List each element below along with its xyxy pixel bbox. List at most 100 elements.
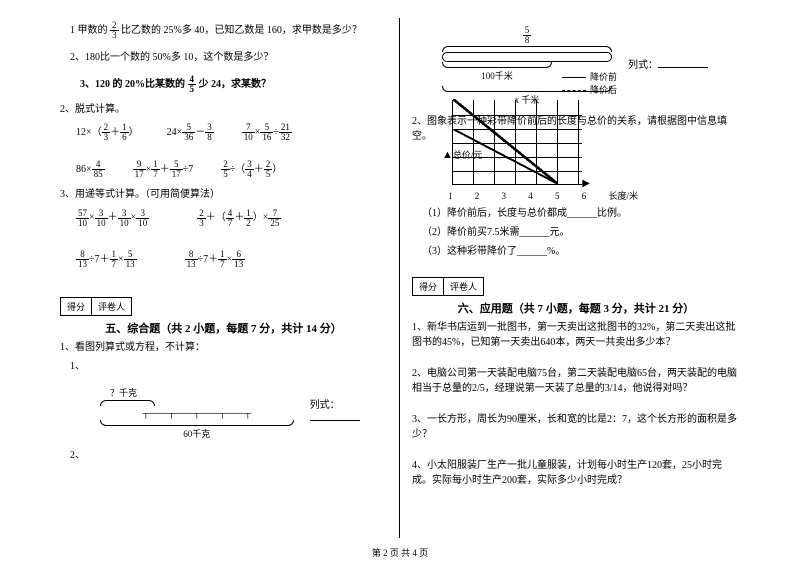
- fraction: 47: [226, 209, 235, 228]
- fraction: 34: [245, 160, 254, 179]
- t: 12×（: [76, 127, 102, 138]
- fraction: 2132: [279, 123, 292, 142]
- t: 86×: [76, 164, 92, 175]
- diagram-aside: 列式：: [310, 396, 387, 424]
- x-axis-ticks: 1 2 3 4 5 6 长度/米: [448, 189, 740, 202]
- t: ＋（: [206, 212, 226, 223]
- fraction: 45: [188, 75, 197, 94]
- app-q2: 2、电脑公司第一天装配电脑75台，第二天装配电脑65台，两天装配的电脑相当于总量…: [412, 366, 740, 396]
- fraction: 23: [102, 123, 111, 142]
- t: ）: [272, 164, 282, 175]
- t: ÷（: [230, 164, 246, 175]
- right-column: 58 100千米 x 千米 列式： 2、图象表示一种彩带降价前后的长度与总价的关…: [400, 18, 752, 538]
- expr: 5710×310＋310×310: [76, 208, 149, 227]
- section-3-title: 3、用递等式计算。（可用简便算法）: [60, 187, 387, 202]
- fraction: 17: [110, 250, 119, 269]
- fraction: 536: [182, 123, 195, 142]
- expr-row-1: 12×（23＋16） 24×536－38 710×516÷2132: [76, 123, 387, 142]
- fraction: 516: [260, 123, 273, 142]
- fraction: 38: [205, 123, 214, 142]
- line-chart: ▶: [452, 100, 582, 185]
- comp-1-2: 2、: [60, 448, 387, 463]
- t: ）: [129, 127, 139, 138]
- legend-dash-icon: [562, 90, 586, 91]
- fraction: 310: [118, 209, 131, 228]
- q2-sub3: （3）这种彩带降价了______%。: [412, 244, 740, 259]
- fraction: 310: [95, 209, 108, 228]
- diagram-bottom-label: 60千克: [100, 427, 294, 440]
- expr-row-2: 86×485 917×17＋517÷7 25÷（34＋25）: [76, 160, 387, 179]
- chart-legend: 降价前 降价后: [562, 71, 740, 96]
- fraction: 16: [120, 123, 129, 142]
- expr: 12×（23＋16）: [76, 123, 139, 142]
- t: ＋: [110, 127, 120, 138]
- page: 1 甲数的 23 比乙数的 25%多 40，已知乙数是 160，求甲数是多少？ …: [48, 18, 752, 538]
- score-box: 得分评卷人: [60, 297, 132, 316]
- t: ÷7＋: [89, 254, 110, 265]
- expr: 23＋（47＋12）×725: [197, 208, 281, 227]
- t: ）×: [253, 212, 269, 223]
- t: 列式：: [310, 400, 340, 411]
- fraction: 25: [221, 160, 230, 179]
- q2-sub1: （1）降价前后，长度与总价都成______比例。: [412, 206, 740, 221]
- expr-row-3b: 813÷7＋17×513 813÷7＋17×613: [76, 250, 387, 269]
- comp-1-title: 1、看图列算式或方程，不计算：: [60, 340, 387, 355]
- fraction: 17: [151, 160, 160, 179]
- t: ÷7＋: [198, 254, 219, 265]
- t: ÷7: [183, 164, 194, 175]
- score-box: 得分评卷人: [412, 277, 484, 296]
- fraction: 485: [92, 160, 105, 179]
- t: 24×: [167, 127, 183, 138]
- q2-sub2: （2）降价前买7.5米需______元。: [412, 225, 740, 240]
- score-label: 得分: [413, 278, 444, 295]
- app-q3: 3、一长方形，周长为90厘米，长和宽的比是2：7，这个长方形的面积是多少？: [412, 412, 740, 442]
- expr: 813÷7＋17×513: [76, 250, 137, 269]
- t: ＋: [254, 164, 264, 175]
- fraction: 517: [170, 160, 183, 179]
- expr: 86×485: [76, 160, 105, 179]
- fraction: 17: [218, 250, 227, 269]
- fraction: 813: [185, 250, 198, 269]
- diagram-top-label: ？千克: [110, 386, 294, 399]
- fraction: 310: [136, 209, 149, 228]
- t: ＋: [160, 164, 170, 175]
- expr: 25÷（34＋25）: [221, 160, 282, 179]
- legend-line-icon: [562, 77, 586, 78]
- section-5-title: 五、综合题（共 2 小题，每题 7 分，共计 14 分）: [60, 320, 387, 336]
- t: 列式：: [628, 60, 658, 71]
- t: ＋: [234, 212, 244, 223]
- legend-label: 降价前: [590, 72, 617, 82]
- grader-label: 评卷人: [92, 298, 131, 315]
- diagram-top-frac: 58: [442, 26, 612, 45]
- fraction: 5710: [76, 209, 89, 228]
- app-q1: 1、新华书店运到一批图书，第一天卖出这批图书的32%，第二天卖出这批图书的45%…: [412, 320, 740, 350]
- page-footer: 第 2 页 共 4 页: [0, 546, 800, 559]
- fraction: 725: [268, 209, 281, 228]
- question-2: 2、180比一个数的 50%多 10，这个数是多少？: [60, 50, 387, 65]
- fraction: 23: [110, 21, 119, 40]
- diagram-1-wrap: ？千克 ┬───┬───┬───┬───┬ 60千克 列式：: [60, 378, 387, 442]
- chart-block: ▲总价/元 降价前 降价后 ▶ 1 2 3 4 5 6 长度/米: [412, 148, 740, 202]
- t: －: [195, 127, 205, 138]
- text: 少 24，求某数？: [199, 79, 272, 90]
- question-3: 3、120 的 20%比某数的 45 少 24，求某数？: [60, 75, 387, 94]
- expr: 813÷7＋17×613: [185, 250, 246, 269]
- expr: 24×536－38: [167, 123, 214, 142]
- app-q4: 4、小太阳服装厂生产一批儿童服装，计划每小时生产120套，25小时完成。实际每小…: [412, 458, 740, 488]
- expr: 710×516÷2132: [242, 123, 292, 142]
- section-2-title: 2、脱式计算。: [60, 102, 387, 117]
- diagram-mid-label: 100千米: [442, 69, 552, 82]
- bracket-diagram-1: ？千克 ┬───┬───┬───┬───┬ 60千克: [100, 386, 294, 440]
- fraction: 25: [264, 160, 273, 179]
- left-column: 1 甲数的 23 比乙数的 25%多 40，已知乙数是 160，求甲数是多少？ …: [48, 18, 400, 538]
- text: 1 甲数的: [70, 25, 108, 36]
- arrow-right-icon: ▶: [582, 178, 590, 189]
- section-6-title: 六、应用题（共 7 小题，每题 3 分，共计 21 分）: [412, 300, 740, 316]
- blank-line: [310, 411, 360, 421]
- fraction: 12: [244, 209, 253, 228]
- comp-1-1: 1、: [60, 359, 387, 374]
- question-1: 1 甲数的 23 比乙数的 25%多 40，已知乙数是 160，求甲数是多少？: [60, 21, 387, 40]
- fraction: 813: [76, 250, 89, 269]
- blank-line: [658, 58, 708, 68]
- legend-label: 降价后: [590, 85, 617, 95]
